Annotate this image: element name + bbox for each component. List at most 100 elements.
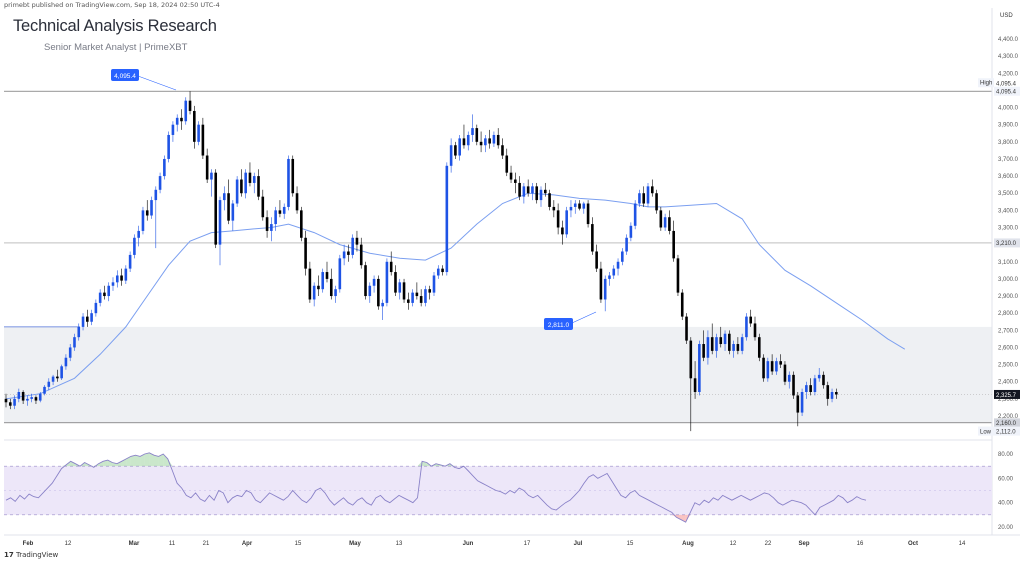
rsi-overbought-fill	[98, 461, 104, 467]
candle	[201, 117, 205, 159]
candle	[809, 378, 812, 396]
high-callout-text: 4,095.4	[114, 73, 136, 80]
candle	[484, 134, 487, 153]
candle	[509, 165, 513, 183]
candle	[715, 333, 718, 358]
candle-body	[167, 134, 170, 159]
candle-body	[77, 326, 81, 338]
candle	[218, 196, 222, 266]
price-axis[interactable]: 4,400.04,300.04,200.04,100.04,000.03,900…	[978, 37, 1020, 531]
publisher-line: primebt published on TradingView.com, Se…	[4, 1, 220, 9]
candle	[98, 289, 102, 307]
candle	[342, 244, 346, 266]
candle	[706, 330, 710, 365]
candle	[115, 270, 119, 288]
candle-body	[565, 210, 568, 235]
candle-body	[124, 268, 128, 281]
candle-body	[479, 141, 483, 146]
price-tick-label: 2,200.0	[998, 414, 1019, 420]
candle	[479, 131, 483, 153]
candle-body	[526, 186, 530, 194]
marker-layer: 4,095.4 2,811.0	[111, 69, 597, 330]
price-tick-label: 4,200.0	[998, 71, 1019, 77]
candle-body	[407, 299, 410, 303]
candle	[826, 381, 830, 406]
candle	[214, 169, 218, 249]
candle	[424, 285, 427, 307]
candle-body	[364, 265, 367, 297]
candle	[749, 309, 753, 327]
price-tick-label: 3,800.0	[998, 140, 1019, 146]
candle-body	[762, 357, 765, 379]
candle	[184, 97, 188, 125]
candle-body	[218, 200, 222, 245]
candle-body	[329, 278, 333, 297]
candle	[569, 200, 573, 218]
candle-body	[710, 337, 714, 351]
candle-body	[34, 397, 38, 401]
candle	[300, 206, 303, 242]
candle-body	[193, 110, 196, 142]
candle-body	[787, 374, 791, 382]
candle-body	[351, 237, 354, 255]
candle-body	[308, 268, 312, 300]
candle-body	[612, 268, 616, 276]
candle-body	[680, 292, 684, 317]
candle	[163, 155, 166, 180]
candle-body	[642, 193, 646, 204]
candle-body	[424, 289, 427, 303]
candle	[535, 182, 539, 204]
candle	[458, 134, 461, 161]
candle	[745, 313, 748, 341]
candle	[111, 277, 115, 291]
candle-body	[454, 145, 457, 156]
candle-body	[415, 292, 419, 297]
candle-body	[561, 227, 564, 235]
candle-body	[436, 268, 440, 276]
candle	[770, 354, 774, 375]
tradingview-logo[interactable]: 17 TradingView	[4, 551, 58, 559]
candle	[680, 289, 684, 321]
candle	[359, 237, 363, 269]
candle	[154, 186, 158, 249]
candle-body	[809, 385, 812, 393]
candle-body	[321, 272, 325, 290]
candle	[68, 344, 72, 362]
chart-subtitle: Senior Market Analyst | PrimeXBT	[44, 42, 188, 53]
candle	[488, 129, 491, 149]
candle-body	[835, 392, 838, 395]
candle	[835, 388, 838, 399]
time-label: Feb	[23, 541, 34, 547]
candle-body	[633, 203, 637, 226]
rsi-oversold-fill	[685, 514, 691, 523]
candle	[514, 172, 517, 194]
candle-body	[64, 357, 68, 367]
candle	[817, 368, 821, 382]
candle	[81, 313, 85, 331]
candle	[505, 148, 509, 177]
candle	[616, 258, 620, 276]
candle	[689, 337, 693, 432]
candle	[740, 333, 744, 355]
candle	[642, 186, 646, 207]
candle-body	[488, 138, 491, 144]
candle	[471, 114, 474, 142]
candle-body	[30, 397, 33, 399]
time-axis[interactable]: Feb 12 Mar 11 21 Apr 15 May 13 Jun 17 Jul 15 Aug 12 22 S…	[23, 541, 966, 547]
candle	[830, 388, 834, 403]
candle	[462, 124, 466, 149]
candle	[394, 265, 397, 297]
price-tick-label: 3,500.0	[998, 191, 1019, 197]
candle-body	[496, 134, 500, 146]
candle	[766, 357, 770, 382]
rsi-tick-label: 80.00	[998, 452, 1014, 458]
candle-body	[21, 392, 25, 401]
candle	[291, 155, 295, 197]
candle	[141, 206, 145, 235]
candle-body	[573, 203, 577, 207]
candle	[30, 393, 33, 403]
candle	[693, 361, 697, 399]
level-3210-text: 3,210.0	[996, 241, 1017, 247]
candle	[282, 203, 286, 219]
